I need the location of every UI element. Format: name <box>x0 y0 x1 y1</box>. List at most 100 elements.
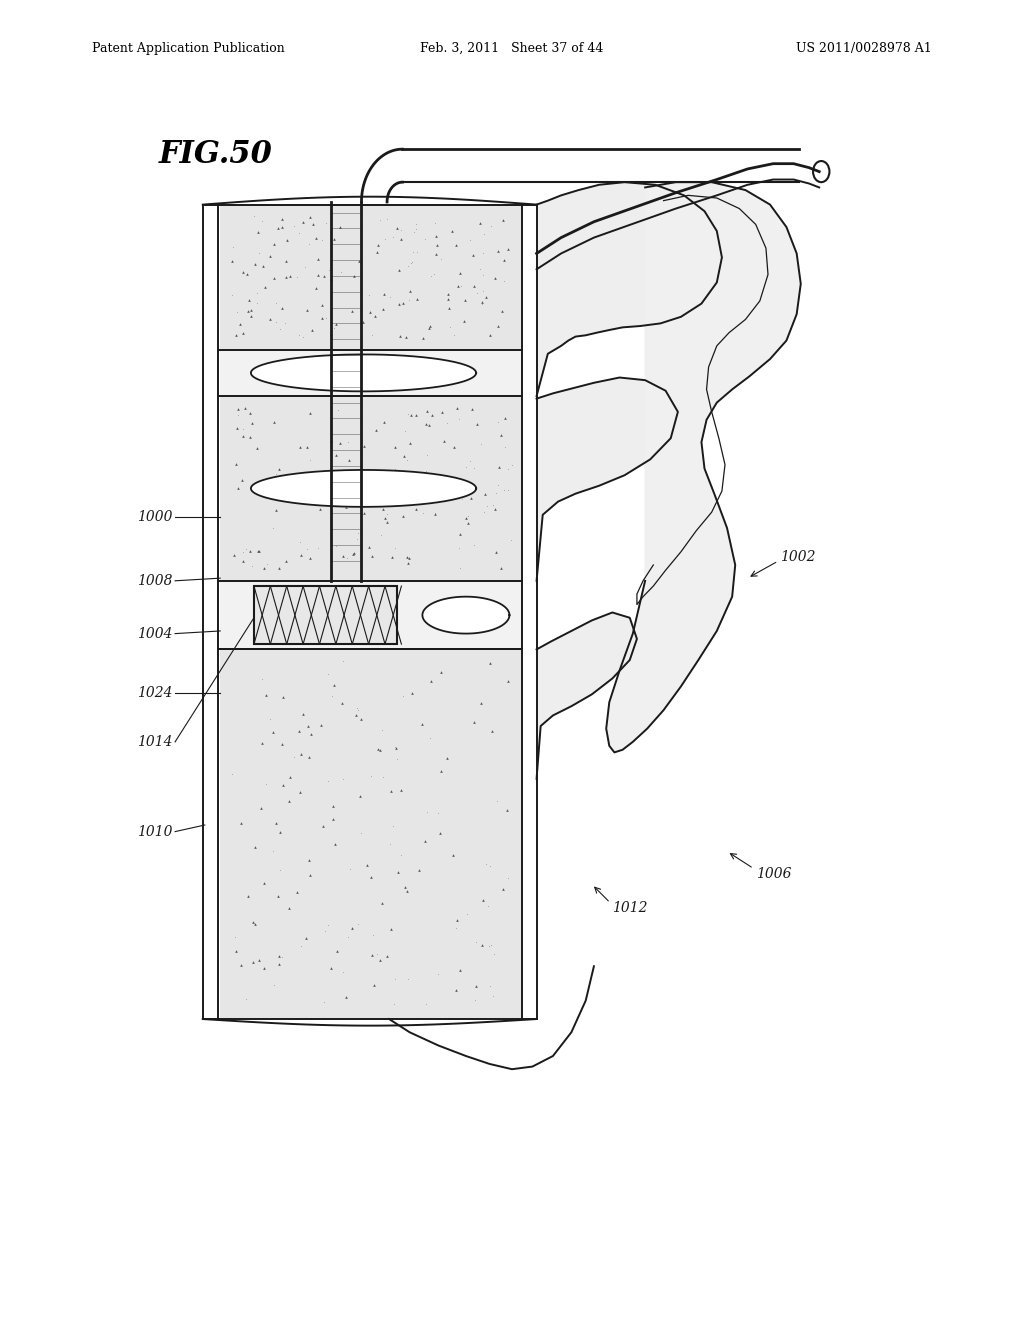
Point <box>247 253 263 275</box>
Point <box>433 401 450 422</box>
Point <box>262 246 279 267</box>
Point <box>308 277 325 298</box>
Point <box>334 962 350 983</box>
Point <box>377 507 393 528</box>
Point <box>310 248 327 269</box>
Point <box>469 282 485 304</box>
Point <box>315 265 332 286</box>
Point <box>293 936 309 957</box>
Point <box>387 437 403 458</box>
Point <box>335 546 351 568</box>
Point <box>224 249 241 271</box>
Point <box>427 213 443 234</box>
Point <box>323 430 339 451</box>
Point <box>233 470 250 491</box>
Point <box>229 302 246 323</box>
Point <box>333 261 349 282</box>
Text: Feb. 3, 2011   Sheet 37 of 44: Feb. 3, 2011 Sheet 37 of 44 <box>420 42 604 55</box>
Point <box>400 968 417 989</box>
Point <box>452 557 468 578</box>
Point <box>393 220 410 242</box>
Point <box>301 206 317 227</box>
Point <box>379 945 395 966</box>
Point <box>286 746 302 767</box>
Point <box>272 318 289 339</box>
Point <box>430 486 446 507</box>
Point <box>362 766 379 787</box>
Point <box>500 867 516 888</box>
Point <box>252 797 268 818</box>
Point <box>302 865 318 886</box>
Text: 1024: 1024 <box>136 686 172 700</box>
Point <box>309 537 326 558</box>
Point <box>427 224 443 246</box>
Point <box>439 282 456 304</box>
Point <box>267 292 284 313</box>
Point <box>389 484 406 506</box>
Point <box>233 812 250 833</box>
Point <box>229 399 246 420</box>
Point <box>418 461 434 482</box>
Point <box>497 271 513 292</box>
Point <box>231 314 248 335</box>
Point <box>313 714 330 735</box>
Point <box>344 917 360 939</box>
Point <box>399 450 416 471</box>
Point <box>489 791 506 812</box>
Point <box>399 404 416 425</box>
Bar <box>254 586 397 644</box>
Point <box>304 319 321 341</box>
Point <box>489 412 506 433</box>
Point <box>258 685 274 706</box>
Point <box>427 504 443 525</box>
Point <box>417 228 433 249</box>
Point <box>394 506 411 527</box>
Point <box>319 771 336 792</box>
Point <box>394 685 411 706</box>
Point <box>325 685 341 706</box>
Point <box>482 975 499 997</box>
Point <box>289 882 305 903</box>
Point <box>295 327 311 348</box>
Point <box>391 326 408 347</box>
Point <box>234 425 251 446</box>
Point <box>247 913 263 935</box>
Point <box>326 228 342 249</box>
Point <box>298 436 314 457</box>
Point <box>377 228 393 249</box>
Point <box>351 490 368 511</box>
Point <box>387 737 403 758</box>
Point <box>304 214 321 235</box>
Text: 1006: 1006 <box>756 867 792 880</box>
Point <box>430 964 446 985</box>
Point <box>399 880 416 902</box>
Point <box>349 913 366 935</box>
Point <box>450 909 466 931</box>
Point <box>429 474 445 495</box>
Point <box>393 779 410 800</box>
Point <box>475 281 492 302</box>
Point <box>372 209 388 230</box>
Point <box>393 228 410 249</box>
Point <box>323 268 339 289</box>
Point <box>319 663 336 684</box>
Point <box>477 483 494 504</box>
Point <box>265 840 282 861</box>
Point <box>272 859 289 880</box>
Point <box>384 816 400 837</box>
Point <box>271 458 288 479</box>
Point <box>243 403 259 424</box>
Point <box>313 294 330 315</box>
Point <box>298 928 314 949</box>
Point <box>418 994 434 1015</box>
Point <box>369 944 385 965</box>
Polygon shape <box>537 378 678 581</box>
Point <box>406 220 422 242</box>
Point <box>481 653 498 675</box>
Bar <box>220 396 522 581</box>
Polygon shape <box>423 597 510 634</box>
Point <box>355 436 372 457</box>
Point <box>354 520 371 541</box>
Point <box>319 915 336 936</box>
Point <box>349 528 366 549</box>
